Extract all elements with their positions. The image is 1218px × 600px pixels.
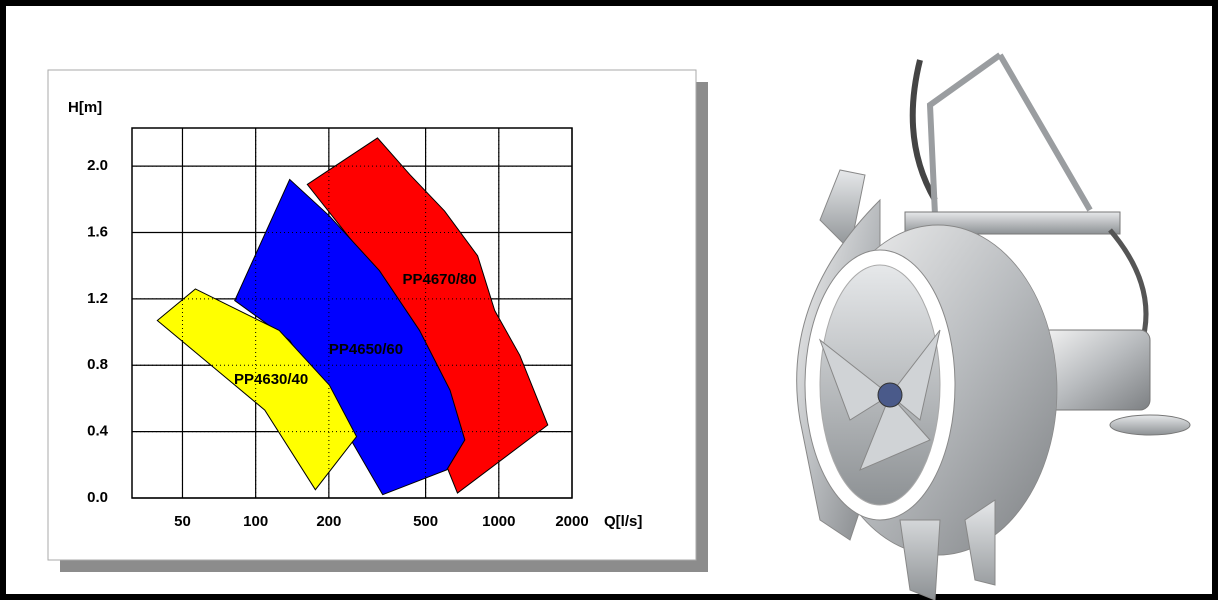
area-label: PP4670/80 <box>402 271 476 288</box>
y-tick-label: 1.2 <box>87 290 108 307</box>
y-tick-label: 0.8 <box>87 356 108 373</box>
x-tick-label: 50 <box>174 513 191 530</box>
x-tick-label: 1000 <box>482 513 515 530</box>
y-tick-label: 2.0 <box>87 157 108 174</box>
area-label: PP4630/40 <box>234 371 308 388</box>
x-tick-label: 200 <box>316 513 341 530</box>
area-label: PP4650/60 <box>329 341 403 358</box>
page: 0.0 0.4 0.8 1.2 1.6 2.0 50 100 200 500 1000 2000 PP4… <box>0 0 1218 600</box>
x-axis-label: Q[l/s] <box>604 513 642 530</box>
y-tick-label: 0.0 <box>87 489 108 506</box>
y-tick-label: 0.4 <box>87 423 109 440</box>
y-tick-label: 1.6 <box>87 223 108 240</box>
x-tick-label: 500 <box>413 513 438 530</box>
plot: 0.0 0.4 0.8 1.2 1.6 2.0 50 100 200 500 1000 2000 PP4… <box>87 128 589 530</box>
x-tick-label: 2000 <box>555 513 588 530</box>
y-axis-label: H[m] <box>68 99 102 116</box>
x-tick-label: 100 <box>243 513 268 530</box>
